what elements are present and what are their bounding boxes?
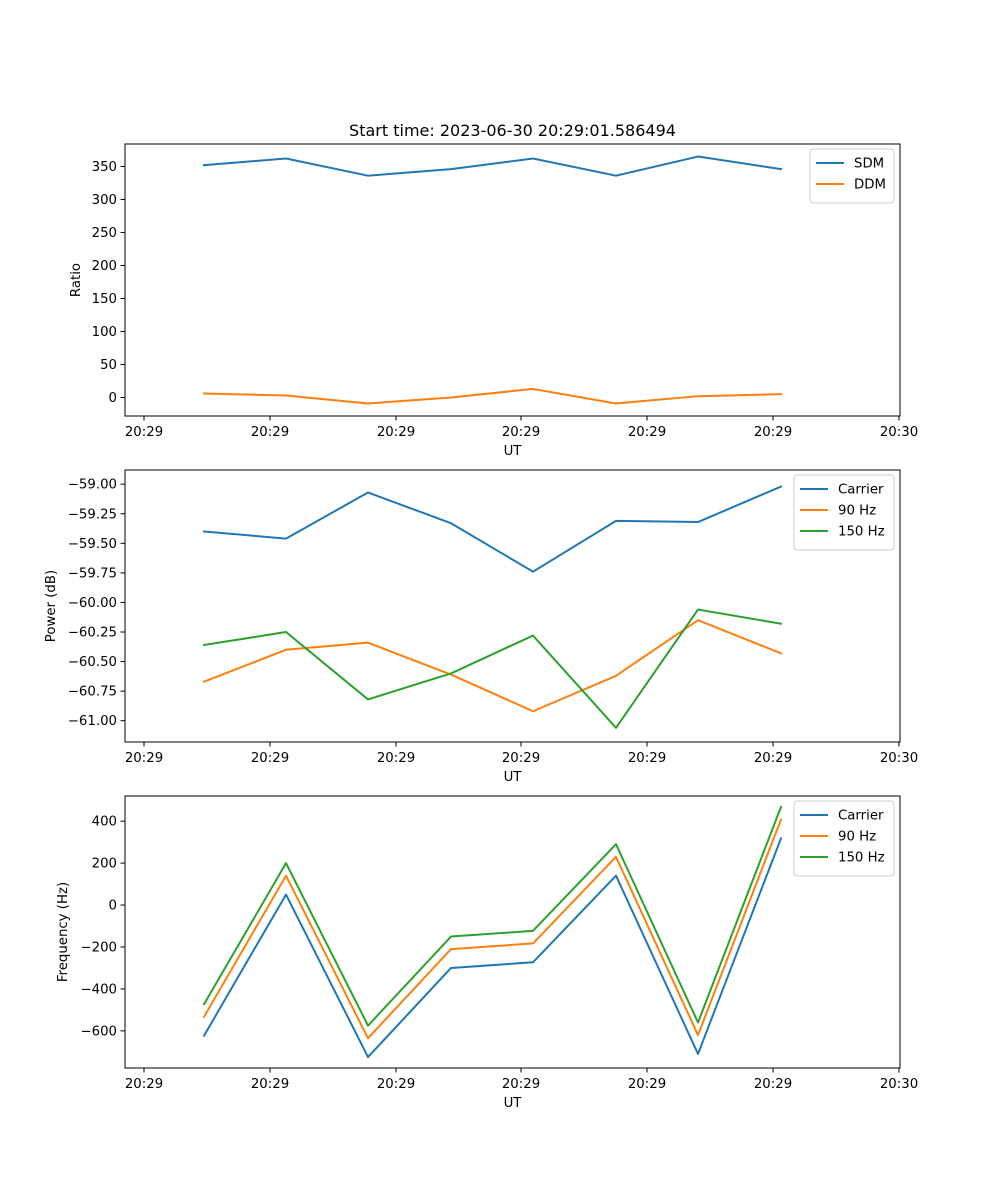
series-carrier: [202, 837, 783, 1059]
y-tick-label: −59.75: [68, 566, 117, 581]
x-tick-label: 20:29: [125, 1077, 163, 1092]
series-line-carrier: [202, 485, 783, 573]
x-tick-label: 20:29: [754, 1077, 792, 1092]
legend: SDM DDM: [809, 148, 895, 204]
chart-panel-2: 20:29 20:29 20:29 20:29 20:29 20:29 20:30 −61.0…: [44, 469, 918, 785]
y-tick-label: 50: [100, 358, 117, 373]
series-carrier: [202, 485, 783, 573]
y-tick-label: 250: [92, 226, 117, 241]
y-tick-label: 150: [92, 292, 117, 307]
y-tick-label: −60.75: [68, 685, 117, 700]
y-tick-label: −59.00: [68, 478, 117, 493]
chart-panel-3: 20:29 20:29 20:29 20:29 20:29 20:29 20:30 −600 −…: [56, 795, 918, 1111]
x-tick-label: 20:29: [251, 1077, 289, 1092]
legend-label: 150 Hz: [838, 851, 885, 866]
legend: Carrier 90 Hz 150 Hz: [793, 800, 895, 877]
series-150-hz: [202, 608, 783, 729]
series-line-150-hz: [202, 608, 783, 729]
legend-label: 90 Hz: [838, 504, 876, 519]
y-axis-label: Power (dB): [44, 570, 59, 642]
legend-label: 150 Hz: [838, 525, 885, 540]
y-axis-label: Ratio: [69, 263, 84, 297]
y-tick-label: −400: [80, 982, 117, 997]
y-axis-label: Frequency (Hz): [56, 882, 71, 982]
chart-panels: 20:29 20:29 20:29 20:29 20:29 20:29 20:30 0 50 10…: [44, 143, 918, 1111]
x-tick-label: 20:30: [880, 425, 918, 440]
x-axis-label: UT: [504, 770, 523, 785]
y-tick-label: 0: [109, 391, 117, 406]
series-sdm: [202, 155, 783, 177]
chart-panel-1: 20:29 20:29 20:29 20:29 20:29 20:29 20:30 0 50 10…: [69, 143, 918, 459]
series-line-carrier: [202, 837, 783, 1059]
series-ddm: [202, 387, 783, 405]
series-150-hz: [202, 805, 783, 1027]
x-tick-label: 20:29: [251, 425, 289, 440]
x-tick-label: 20:29: [125, 751, 163, 766]
x-tick-label: 20:29: [502, 751, 540, 766]
x-tick-label: 20:29: [502, 1077, 540, 1092]
x-tick-label: 20:29: [628, 751, 666, 766]
x-tick-label: 20:29: [377, 751, 415, 766]
series-line-150-hz: [202, 805, 783, 1027]
x-tick-label: 20:30: [880, 1077, 918, 1092]
x-tick-label: 20:29: [502, 425, 540, 440]
x-tick-label: 20:29: [628, 1077, 666, 1092]
y-tick-label: −200: [80, 940, 117, 955]
y-tick-label: −59.50: [68, 537, 117, 552]
series-line-90-hz: [202, 818, 783, 1040]
series-line-sdm: [202, 155, 783, 177]
x-tick-label: 20:30: [880, 751, 918, 766]
legend-label: Carrier: [838, 809, 884, 824]
plot-frame: [124, 143, 901, 417]
legend: Carrier 90 Hz 150 Hz: [793, 474, 895, 551]
y-tick-label: −59.25: [68, 507, 117, 522]
legend-label: Carrier: [838, 483, 884, 498]
y-tick-label: 350: [92, 160, 117, 175]
y-tick-label: −60.50: [68, 655, 117, 670]
y-tick-label: 200: [92, 857, 117, 872]
y-tick-label: 300: [92, 193, 117, 208]
series-90-hz: [202, 818, 783, 1040]
y-tick-label: −60.25: [68, 626, 117, 641]
x-tick-label: 20:29: [377, 1077, 415, 1092]
y-tick-label: −61.00: [68, 714, 117, 729]
y-tick-label: 100: [92, 325, 117, 340]
legend-label: DDM: [854, 178, 886, 193]
plot-frame: [124, 469, 901, 743]
legend-label: SDM: [854, 157, 884, 172]
x-axis-label: UT: [504, 1096, 523, 1111]
y-tick-label: 0: [109, 899, 117, 914]
x-tick-label: 20:29: [628, 425, 666, 440]
x-tick-label: 20:29: [754, 425, 792, 440]
y-tick-label: 200: [92, 259, 117, 274]
series-line-ddm: [202, 387, 783, 405]
y-tick-label: −60.00: [68, 596, 117, 611]
plot-frame: [124, 795, 901, 1069]
y-tick-label: −600: [80, 1024, 117, 1039]
x-tick-label: 20:29: [125, 425, 163, 440]
x-tick-label: 20:29: [377, 425, 415, 440]
y-tick-label: 400: [92, 815, 117, 830]
x-tick-label: 20:29: [251, 751, 289, 766]
x-tick-label: 20:29: [754, 751, 792, 766]
legend-label: 90 Hz: [838, 830, 876, 845]
figure-title: Start time: 2023-06-30 20:29:01.586494: [349, 121, 676, 140]
x-axis-label: UT: [504, 444, 523, 459]
